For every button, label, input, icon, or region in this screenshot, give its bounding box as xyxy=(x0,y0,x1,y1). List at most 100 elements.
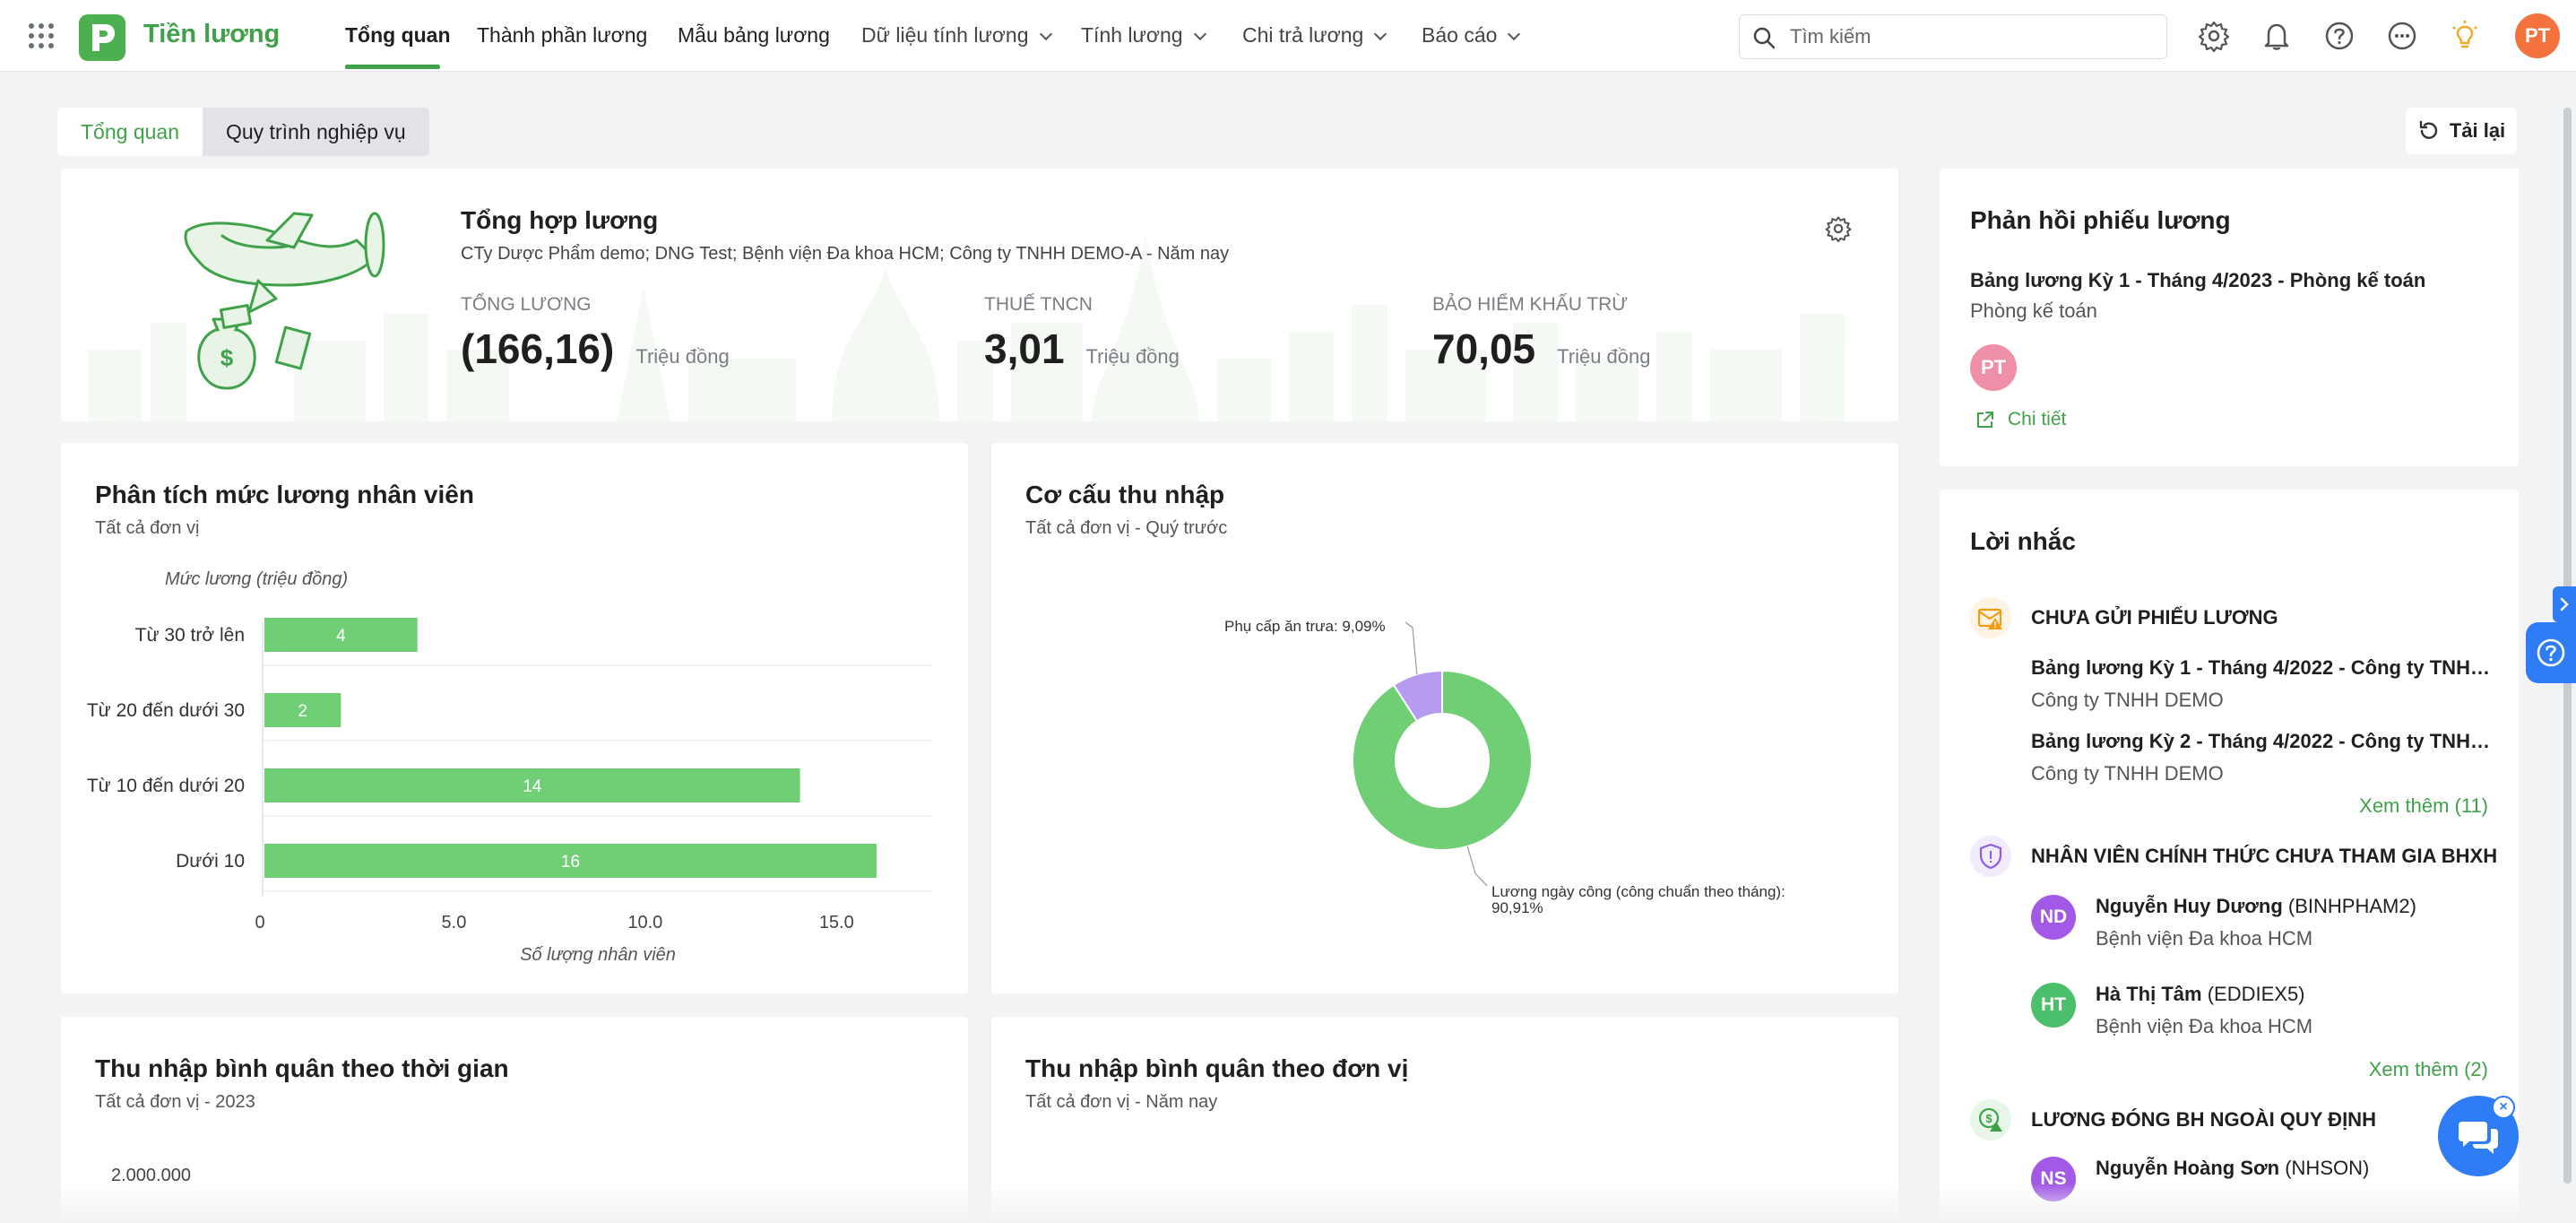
app-launcher-icon[interactable] xyxy=(29,23,54,48)
user-avatar[interactable]: PT xyxy=(2515,13,2560,58)
avg-time-title: Thu nhập bình quân theo thời gian xyxy=(95,1054,509,1082)
nav-mau-bang-luong[interactable]: Mẫu bảng lương xyxy=(678,23,830,47)
nav-tong-quan[interactable]: Tổng quan xyxy=(345,23,451,47)
section-heading: LƯƠNG ĐÓNG BH NGOÀI QUY ĐỊNH xyxy=(2031,1108,2376,1131)
person-code: (BINHPHAM2) xyxy=(2287,895,2416,917)
salary-analysis-card: Phân tích mức lương nhân viên Tất cả đơn… xyxy=(61,443,968,993)
category-label: Từ 20 đến dưới 30 xyxy=(87,700,245,721)
category-label: Từ 30 trở lên xyxy=(135,625,245,646)
tab-quy-trinh-nghiep-vu[interactable]: Quy trình nghiệp vụ xyxy=(202,108,429,156)
reload-button[interactable]: Tải lại xyxy=(2406,108,2517,154)
notification-bell-icon[interactable] xyxy=(2260,20,2293,52)
app-logo[interactable] xyxy=(79,14,125,61)
stat-personal-income-tax: THUẾ TNCN 3,01 Triệu đồng xyxy=(984,294,1180,373)
nav-tinh-luong[interactable]: Tính lương xyxy=(1081,23,1206,48)
see-more-insurance-link[interactable]: Xem thêm (2) xyxy=(2368,1058,2488,1080)
chat-close-icon[interactable]: × xyxy=(2492,1096,2515,1119)
slice-label: Phụ cấp ăn trưa: 9,09% xyxy=(1224,618,1386,635)
person-org: Bệnh viện Đa khoa HCM xyxy=(2096,1015,2313,1037)
bar-value-label: 4 xyxy=(336,627,346,646)
mail-warning-icon xyxy=(1970,597,2011,638)
logo-p-icon xyxy=(92,24,115,51)
reminder-section-no-social-insurance[interactable]: NHÂN VIÊN CHÍNH THỨC CHƯA THAM GIA BHXH xyxy=(1970,836,2497,877)
external-link-icon xyxy=(1977,412,1993,428)
stat-value: (166,16) xyxy=(461,325,615,372)
person-name: Nguyễn Huy Dương xyxy=(2096,895,2283,917)
person-code: (NHSON) xyxy=(2285,1157,2370,1179)
summary-subtitle: CTy Dược Phẩm demo; DNG Test; Bệnh viện … xyxy=(461,244,1230,264)
help-side-button[interactable] xyxy=(2526,622,2576,683)
lightbulb-icon[interactable] xyxy=(2449,20,2481,52)
shield-warning-icon xyxy=(1970,836,2011,877)
chevron-down-icon xyxy=(1374,27,1387,41)
salary-bar xyxy=(264,693,341,727)
salary-bar xyxy=(264,618,418,652)
x-tick-label: 10.0 xyxy=(627,913,662,932)
x-tick-label: 15.0 xyxy=(819,913,854,932)
reminder-person[interactable]: ND Nguyễn Huy Dương (BINHPHAM2) Bệnh việ… xyxy=(2031,895,2416,950)
salary-bar xyxy=(264,844,877,878)
feedback-item-title[interactable]: Bảng lương Kỳ 1 - Tháng 4/2023 - Phòng k… xyxy=(1970,269,2426,291)
detail-label: Chi tiết xyxy=(2008,409,2067,429)
svg-text:$: $ xyxy=(220,344,234,371)
nav-label: Tính lương xyxy=(1081,23,1183,47)
summary-settings-icon[interactable] xyxy=(1825,215,1852,242)
stat-label: BẢO HIỂM KHẤU TRỪ xyxy=(1432,294,1629,315)
tab-tong-quan[interactable]: Tổng quan xyxy=(57,108,203,156)
feedback-detail-link[interactable]: Chi tiết xyxy=(1975,409,2066,430)
chevron-down-icon xyxy=(1508,27,1521,41)
reminders-card: Lời nhắc CHƯA GỬI PHIẾU LƯƠNG Bảng lương… xyxy=(1940,490,2519,1223)
money-plane-illustration: $ xyxy=(184,212,385,390)
more-options-icon[interactable] xyxy=(2386,20,2418,52)
side-panel-toggle[interactable] xyxy=(2553,586,2576,622)
nav-thanh-phan-luong[interactable]: Thành phần lương xyxy=(477,23,648,47)
avg-unit-subtitle: Tất cả đơn vị - Năm nay xyxy=(1025,1092,1218,1112)
app-name[interactable]: Tiền lương xyxy=(143,20,281,48)
y-axis-title: Mức lương (triệu đồng) xyxy=(165,569,348,589)
person-avatar: ND xyxy=(2031,895,2076,940)
feedback-item-dept: Phòng kế toán xyxy=(1970,299,2097,322)
bar-value-label: 2 xyxy=(298,702,307,721)
help-question-icon[interactable] xyxy=(2323,20,2356,52)
nav-label: Báo cáo xyxy=(1422,23,1498,47)
person-name-line: Nguyễn Hoàng Sơn (NHSON) xyxy=(2096,1157,2369,1180)
salary-summary-card: $ Tổng hợp lương CTy Dược Phẩm demo; DNG… xyxy=(61,169,1898,421)
person-org: Bệnh viện Đa khoa HCM xyxy=(2096,927,2313,950)
leader-line xyxy=(1466,846,1488,887)
person-name: Nguyễn Hoàng Sơn xyxy=(2096,1157,2280,1179)
nav-label: Dữ liệu tính lương xyxy=(861,23,1029,47)
leader-line xyxy=(1405,621,1418,675)
reminder-item-title: Bảng lương Kỳ 1 - Tháng 4/2022 - Công ty… xyxy=(2031,656,2497,679)
stat-total-salary: TỔNG LƯƠNG (166,16) Triệu đồng xyxy=(461,294,730,373)
search-input[interactable] xyxy=(1790,24,2148,49)
stat-value: 3,01 xyxy=(984,325,1065,372)
stat-value: 70,05 xyxy=(1432,325,1536,372)
nav-du-lieu-tinh-luong[interactable]: Dữ liệu tính lương xyxy=(861,23,1052,48)
see-more-unsent-link[interactable]: Xem thêm (11) xyxy=(2359,794,2488,817)
reminder-item[interactable]: Bảng lương Kỳ 1 - Tháng 4/2022 - Công ty… xyxy=(2031,656,2497,712)
reminder-section-insurance-salary[interactable]: $ LƯƠNG ĐÓNG BH NGOÀI QUY ĐỊNH xyxy=(1970,1099,2376,1141)
feedback-avatar[interactable]: PT xyxy=(1970,344,2017,391)
person-name-line: Hà Thị Tâm (EDDIEX5) xyxy=(2096,983,2312,1006)
search-box[interactable] xyxy=(1739,14,2167,59)
salary-bar xyxy=(264,768,800,802)
reminders-title: Lời nhắc xyxy=(1970,527,2076,555)
income-donut-chart: Lương ngày công (công chuẩn theo tháng):… xyxy=(1224,618,1785,916)
chevron-down-icon xyxy=(1193,27,1206,41)
avg-time-subtitle: Tất cả đơn vị - 2023 xyxy=(95,1092,255,1112)
reminder-section-unsent-payslips[interactable]: CHƯA GỬI PHIẾU LƯƠNG xyxy=(1970,597,2278,638)
structure-subtitle: Tất cả đơn vị - Quý trước xyxy=(1025,518,1228,538)
stat-unit: Triệu đồng xyxy=(1085,345,1180,368)
reload-icon xyxy=(2419,120,2437,139)
search-icon xyxy=(1753,27,1776,49)
reminder-item[interactable]: Bảng lương Kỳ 2 - Tháng 4/2022 - Công ty… xyxy=(2031,730,2497,785)
reminder-item-org: Công ty TNHH DEMO xyxy=(2031,762,2224,785)
analysis-title: Phân tích mức lương nhân viên xyxy=(95,481,474,508)
nav-bao-cao[interactable]: Báo cáo xyxy=(1422,23,1521,48)
chat-support-button[interactable] xyxy=(2438,1096,2519,1176)
settings-gear-icon[interactable] xyxy=(2198,20,2230,52)
svg-text:$: $ xyxy=(1985,1112,1993,1125)
chevron-right-icon xyxy=(2560,597,2569,612)
reminder-person[interactable]: HT Hà Thị Tâm (EDDIEX5) Bệnh viện Đa kho… xyxy=(2031,983,2312,1038)
nav-chi-tra-luong[interactable]: Chi trả lương xyxy=(1242,23,1387,48)
